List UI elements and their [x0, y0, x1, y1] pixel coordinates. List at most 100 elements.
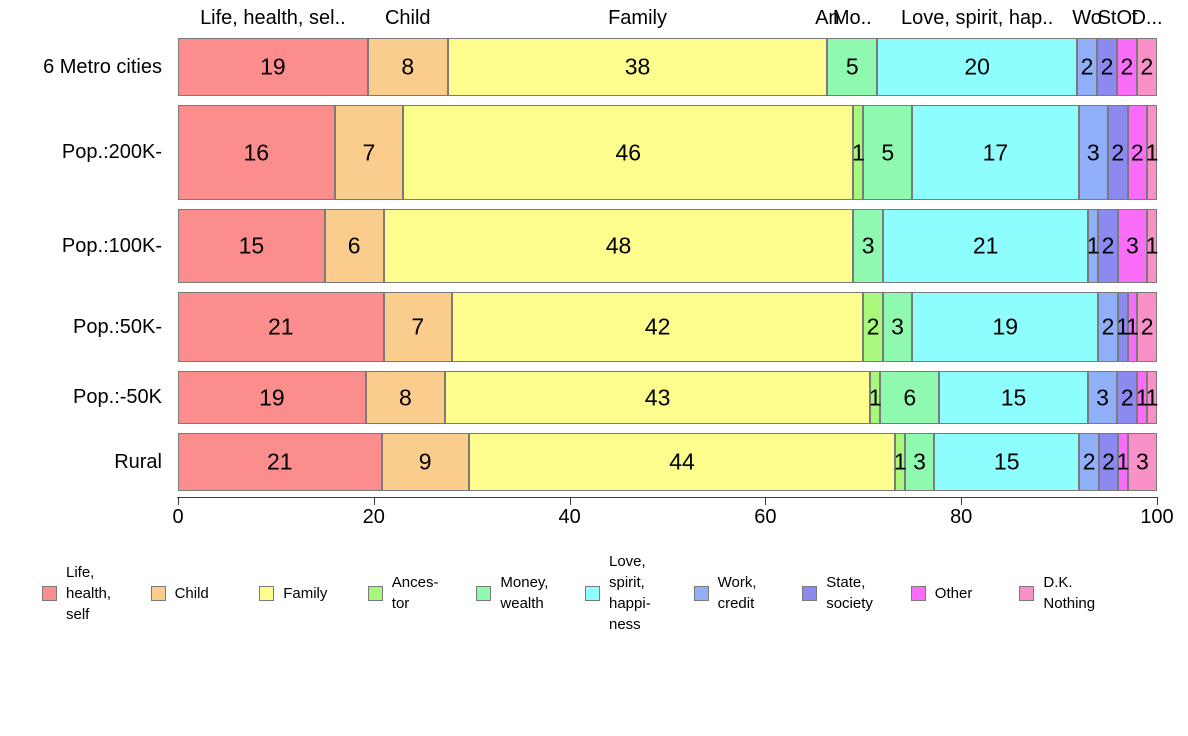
segment-value-label: 2 [1100, 53, 1114, 80]
bar-segment-state: 2 [1097, 38, 1117, 96]
bar-segment-family: 46 [403, 105, 854, 200]
legend-label-family: Family [283, 584, 328, 602]
segment-value-label: 3 [1086, 139, 1100, 165]
column-header-dk: D... [1131, 7, 1163, 29]
bar-segment-money: 5 [863, 105, 913, 200]
column-header-family: Family [608, 7, 667, 29]
bar-segment-other: 2 [1127, 105, 1148, 200]
bar-segment-ancestor: 1 [869, 371, 882, 424]
segment-value-label: 15 [238, 232, 265, 259]
segment-value-label: 46 [615, 139, 642, 165]
bar-segment-ancestor: 1 [851, 105, 865, 200]
x-axis-tick [765, 497, 767, 505]
column-header-work: Wo [1072, 7, 1102, 29]
x-axis-tick [373, 497, 375, 505]
bar-segment-love: 15 [934, 433, 1080, 491]
bar-segment-dk: 2 [1136, 38, 1157, 96]
column-header-state: St [1097, 7, 1117, 29]
segment-value-label: 1 [1145, 232, 1159, 259]
segment-value-label: 44 [669, 448, 695, 475]
bar-segment-other: 1 [1126, 292, 1139, 362]
bar-segment-work: 1 [1087, 209, 1100, 283]
legend-item-state: State, society [802, 543, 873, 643]
segment-value-label: 2 [1101, 313, 1115, 340]
bar-segment-family: 44 [468, 433, 896, 491]
column-header-other: Ot [1116, 7, 1138, 29]
legend-swatch-ancestor [367, 585, 383, 601]
legend-swatch-dk [1019, 585, 1035, 601]
legend-item-child: Child [150, 543, 209, 643]
x-axis-tick [178, 497, 179, 505]
x-axis-tick-label: 0 [172, 506, 184, 528]
bar-segment-dk: 2 [1137, 292, 1157, 362]
segment-value-label: 7 [362, 139, 376, 165]
bar-segment-life: 21 [178, 433, 382, 491]
bar-segment-work: 2 [1098, 292, 1118, 362]
legend-label-life: Life, health, self [66, 563, 112, 623]
bar-segment-money: 6 [880, 371, 940, 424]
bar-segment-child: 7 [334, 105, 404, 200]
segment-value-label: 1 [1116, 448, 1130, 475]
bar-segment-other: 3 [1117, 209, 1148, 283]
bar-row: 16 7 46 1 5 17 3 2 2 1 [178, 105, 1158, 200]
segment-value-label: 5 [845, 53, 859, 80]
segment-value-label: 7 [411, 313, 425, 340]
row-label: 6 Metro cities [43, 55, 162, 78]
column-header-life: Life, health, sel.. [200, 7, 346, 29]
segment-value-label: 15 [993, 448, 1020, 475]
bar-segment-love: 15 [939, 371, 1088, 424]
bar-segment-work: 3 [1078, 105, 1108, 200]
bar-segment-state: 2 [1098, 209, 1118, 283]
x-axis-tick-label: 100 [1140, 506, 1174, 528]
bar-segment-work: 2 [1079, 433, 1099, 491]
bar-segment-life: 16 [178, 105, 335, 200]
segment-value-label: 2 [1102, 448, 1115, 475]
segment-value-label: 17 [982, 139, 1009, 165]
segment-value-label: 2 [1130, 139, 1144, 165]
bar-row: 19 8 43 1 6 15 3 2 1 1 [178, 371, 1158, 424]
bar-segment-state: 2 [1117, 371, 1138, 424]
segment-value-label: 21 [972, 232, 999, 259]
segment-value-label: 2 [1140, 53, 1154, 80]
segment-value-label: 1 [851, 139, 865, 165]
bar-segment-child: 9 [381, 433, 469, 491]
row-label: Pop.:-50K [73, 386, 162, 408]
bar-segment-work: 3 [1087, 371, 1118, 424]
x-axis-tick-label: 40 [558, 506, 581, 528]
segment-value-label: 2 [1111, 139, 1125, 165]
legend-swatch-money [476, 585, 492, 601]
bar-segment-other: 2 [1116, 38, 1137, 96]
row-label: Pop.:50K- [73, 315, 162, 338]
bar-segment-family: 43 [444, 371, 871, 424]
segment-value-label: 6 [347, 232, 361, 259]
column-header-child: Child [384, 7, 431, 29]
legend-label-work: Work, credit [717, 574, 757, 612]
segment-value-label: 15 [1000, 384, 1027, 410]
bar-segment-child: 7 [383, 292, 453, 362]
bar-segment-ancestor: 1 [893, 433, 907, 491]
bar-segment-money: 3 [882, 292, 913, 362]
legend-item-ancestor: Ances- tor [367, 543, 438, 643]
segment-value-label: 1 [1116, 313, 1130, 340]
segment-value-label: 2 [1140, 313, 1154, 340]
bar-segment-money: 3 [904, 433, 935, 491]
bar-segment-love: 17 [912, 105, 1079, 200]
legend-swatch-state [802, 585, 818, 601]
bar-segment-ancestor: 2 [863, 292, 883, 362]
x-axis-tick-label: 80 [950, 506, 973, 528]
segment-value-label: 1 [893, 448, 907, 475]
segment-value-label: 2 [1080, 53, 1094, 80]
bar-segment-other: 1 [1136, 371, 1148, 424]
legend-label-money: Money, wealth [500, 574, 549, 612]
segment-value-label: 2 [866, 313, 880, 340]
legend-swatch-child [150, 585, 166, 601]
bar-segment-dk: 1 [1145, 209, 1159, 283]
legend-item-other: Other [910, 543, 972, 643]
row-label: Rural [114, 450, 162, 473]
segment-value-label: 6 [903, 384, 917, 410]
segment-value-label: 1 [1126, 313, 1139, 340]
bar-row: 19 8 38 5 20 2 2 2 2 [178, 38, 1157, 96]
x-axis-tick [961, 497, 963, 505]
legend-item-family: Family [259, 543, 327, 643]
